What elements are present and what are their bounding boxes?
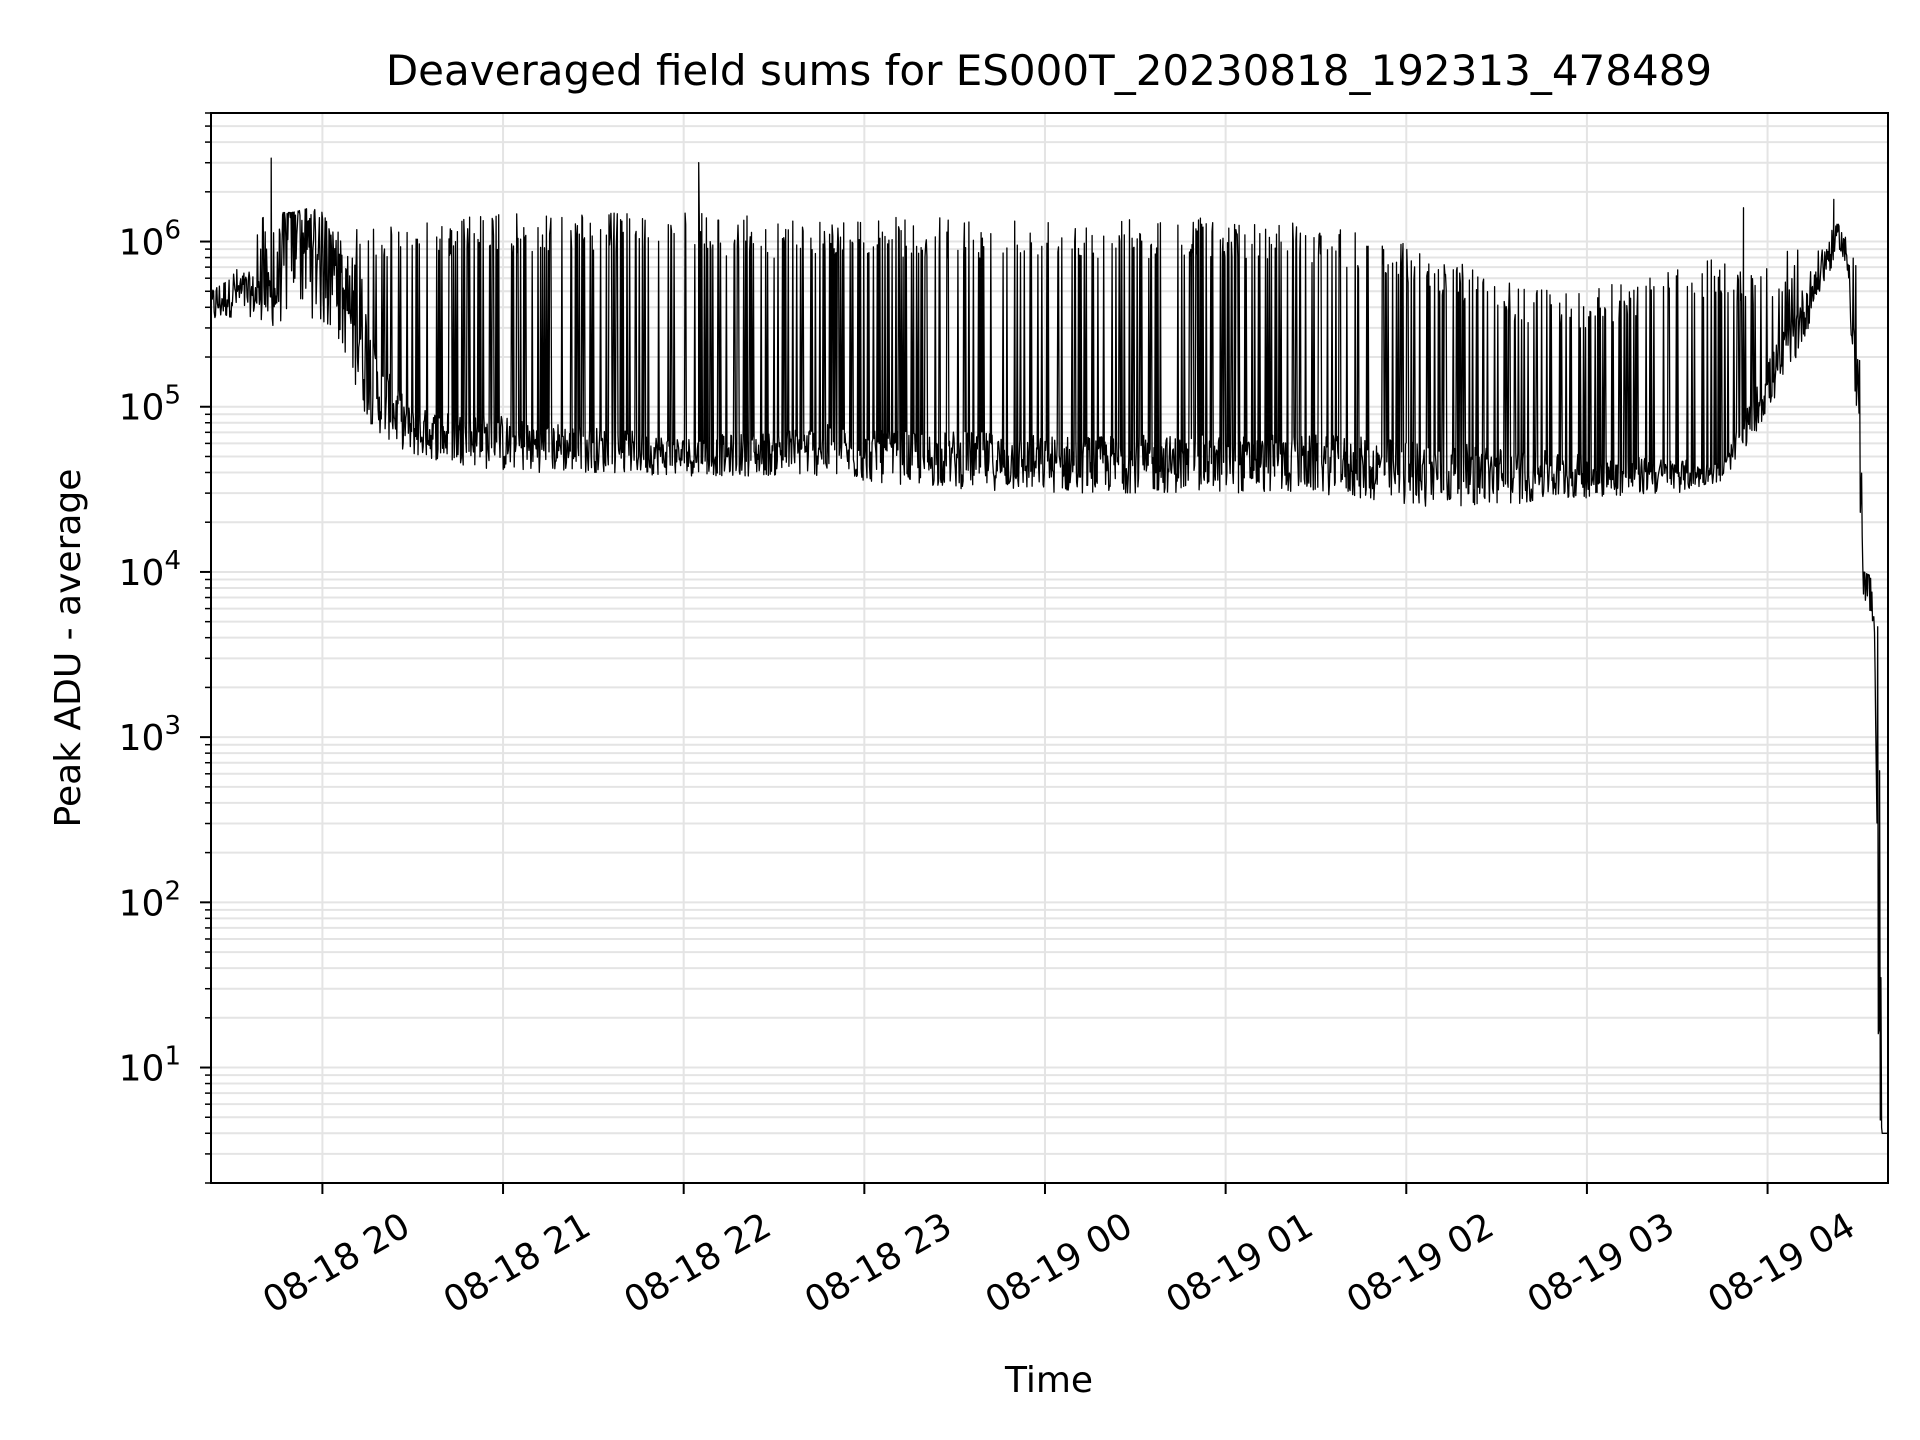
y-tick-label: 103	[119, 711, 181, 759]
x-tick-label: 08-19 03	[1521, 1205, 1682, 1321]
series-line	[210, 157, 1889, 1134]
y-tick-label: 105	[119, 381, 181, 429]
series-path	[210, 157, 1889, 1134]
plot-frame	[210, 112, 1889, 1184]
y-tick-label: 102	[119, 876, 181, 924]
y-axis-label: Peak ADU - average	[48, 469, 89, 828]
y-tick-label: 106	[119, 216, 181, 264]
x-tick-label: 08-18 20	[256, 1205, 417, 1321]
y-tick-label: 101	[119, 1042, 181, 1090]
y-axis: 101 102 103 104 105 106	[119, 112, 211, 1184]
x-tick-label: 08-18 21	[437, 1205, 598, 1321]
chart-title: Deaveraged field sums for ES000T_2023081…	[386, 46, 1712, 95]
x-tick-label: 08-18 22	[618, 1205, 779, 1321]
x-axis: 08-18 20 08-18 21 08-18 22 08-18 23 08-19 00…	[256, 1183, 1862, 1322]
x-tick-label: 08-19 01	[1159, 1205, 1320, 1321]
y-tick-label: 104	[119, 546, 181, 594]
grid	[211, 112, 1888, 1184]
x-tick-label: 08-19 02	[1340, 1205, 1501, 1321]
x-tick-label: 08-19 00	[979, 1205, 1140, 1321]
x-tick-label: 08-18 23	[798, 1205, 959, 1321]
x-axis-label: Time	[1004, 1360, 1093, 1401]
x-tick-label: 08-19 04	[1701, 1205, 1862, 1321]
